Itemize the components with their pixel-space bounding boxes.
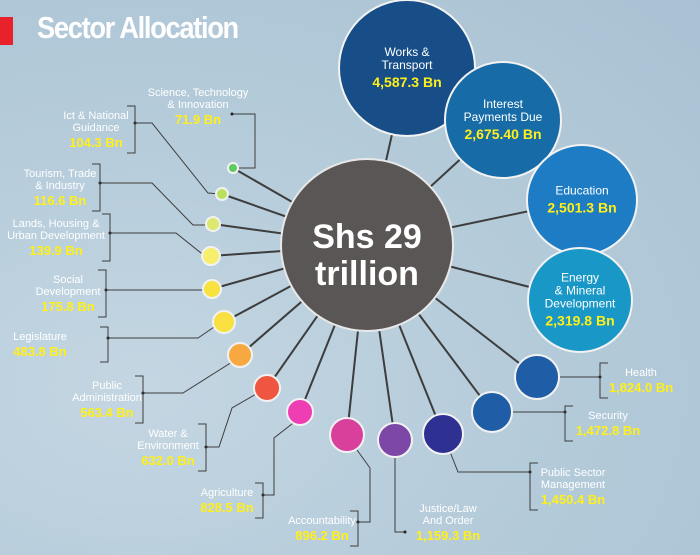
bubble-works-transport [338,0,476,137]
bubble-lands-housing-urban-development [201,246,221,266]
leader-dot [403,530,407,534]
label-bracket [529,462,538,511]
leader-justice-law-and-order [394,440,405,533]
sector-name: Urban Development [7,230,105,242]
sector-name: Management [541,479,605,491]
sector-value: 896.2 Bn [295,528,349,543]
label-bracket [100,326,109,363]
label-bracket [350,510,359,547]
label-bracket [135,375,144,424]
label-bracket [92,163,101,212]
sector-name: And Order [423,515,474,527]
bubble-accountability [329,417,365,453]
label-bracket [599,362,608,399]
label-bracket [255,482,264,519]
sector-name: Public [92,380,122,392]
bubble-social-development [202,279,222,299]
title-accent-bar [0,17,13,45]
sector-name: Energy [561,271,599,285]
sector-name: Lands, Housing & [13,218,100,230]
sector-value: 2,675.40 Bn [464,126,541,142]
sector-name: Payments Due [464,110,543,124]
sector-name: Social [53,274,83,286]
leader-water-environment [206,392,259,448]
sector-name: Agriculture [201,487,254,499]
leader-legislature [108,322,221,339]
sector-name: Accountability [288,515,356,527]
sector-name: Justice/Law [419,503,477,515]
sector-value: 1,824.0 Bn [609,380,673,395]
center-line-1: Shs 29 [312,218,422,256]
sector-name: Science, Technology [148,87,249,99]
sector-name: Works & [384,45,429,59]
sector-name: Development [545,297,616,311]
bubble-interest-payments-due [444,61,562,179]
leader-agriculture [263,419,298,496]
leader-accountability [351,442,371,523]
sector-name: Development [36,286,101,298]
sector-value: 104.3 Bn [69,135,123,150]
bubble-legislature [212,310,236,334]
sector-name: Environment [137,440,199,452]
sector-value: 175.8 Bn [41,299,95,314]
sector-name: Guidance [72,122,119,134]
bubble-security [471,391,513,433]
leader-dot [230,112,234,116]
sector-name: Health [625,367,657,379]
sector-name: Legislature [13,331,67,343]
sector-name: Interest [483,97,524,111]
sector-value: 1,450.4 Bn [541,492,605,507]
sector-value: 71.9 Bn [175,112,221,127]
bubble-public-administration [227,342,253,368]
bubble-agriculture [286,398,314,426]
bubble-water-environment [253,374,281,402]
sector-name: & Innovation [167,99,228,111]
sector-name: Public Sector [541,467,606,479]
sector-value: 828.5 Bn [200,500,254,515]
sector-name: & Industry [35,180,85,192]
label-bracket [127,105,136,154]
page-title: Sector Allocation [37,10,239,45]
sector-value: 483.8 Bn [13,344,67,359]
sector-value: 2,501.3 Bn [547,200,616,216]
label-bracket [102,213,111,262]
sector-name: Water & [148,428,188,440]
leader-science-technology-innovation [232,113,256,169]
leader-ict-national-guidance [135,122,221,195]
label-bracket [564,405,573,442]
labels: Works &Transport 4,587.3 Bn InterestPaymen… [7,45,673,543]
sector-name: & Mineral [555,284,606,298]
bubble-public-sector-management [422,413,464,455]
sector-name: Tourism, Trade [24,168,97,180]
bubbles [201,0,638,458]
bubble-ict-national-guidance [215,187,229,201]
sector-value: 563.4 Bn [80,405,134,420]
sector-value: 139.9 Bn [29,243,83,258]
sector-value: 2,319.8 Bn [545,313,614,329]
sector-value: 4,587.3 Bn [372,74,441,90]
center-circle [280,158,454,332]
sector-name: Security [588,410,628,422]
sector-name: Transport [382,58,434,72]
bubble-science-technology-innovation [227,162,239,174]
sector-value: 1,472.8 Bn [576,423,640,438]
bubble-tourism-trade-industry [205,216,221,232]
sector-name: Ict & National [63,110,128,122]
bubble-energy-mineral-development [527,247,633,353]
sector-value: 632.0 Bn [141,453,195,468]
bubble-justice-law-and-order [377,422,413,458]
label-bracket [198,423,207,472]
label-bracket [98,269,107,318]
sector-value: 1,159.3 Bn [416,528,480,543]
leader-public-administration [143,356,241,394]
sector-value: 116.6 Bn [34,193,87,208]
leader-lands-housing-urban-development [110,232,207,258]
bubble-health [514,354,560,400]
sector-name: Administration [72,392,142,404]
sector-name: Education [555,184,608,198]
leader-tourism-trade-industry [100,182,211,226]
center-line-2: trillion [315,255,419,293]
